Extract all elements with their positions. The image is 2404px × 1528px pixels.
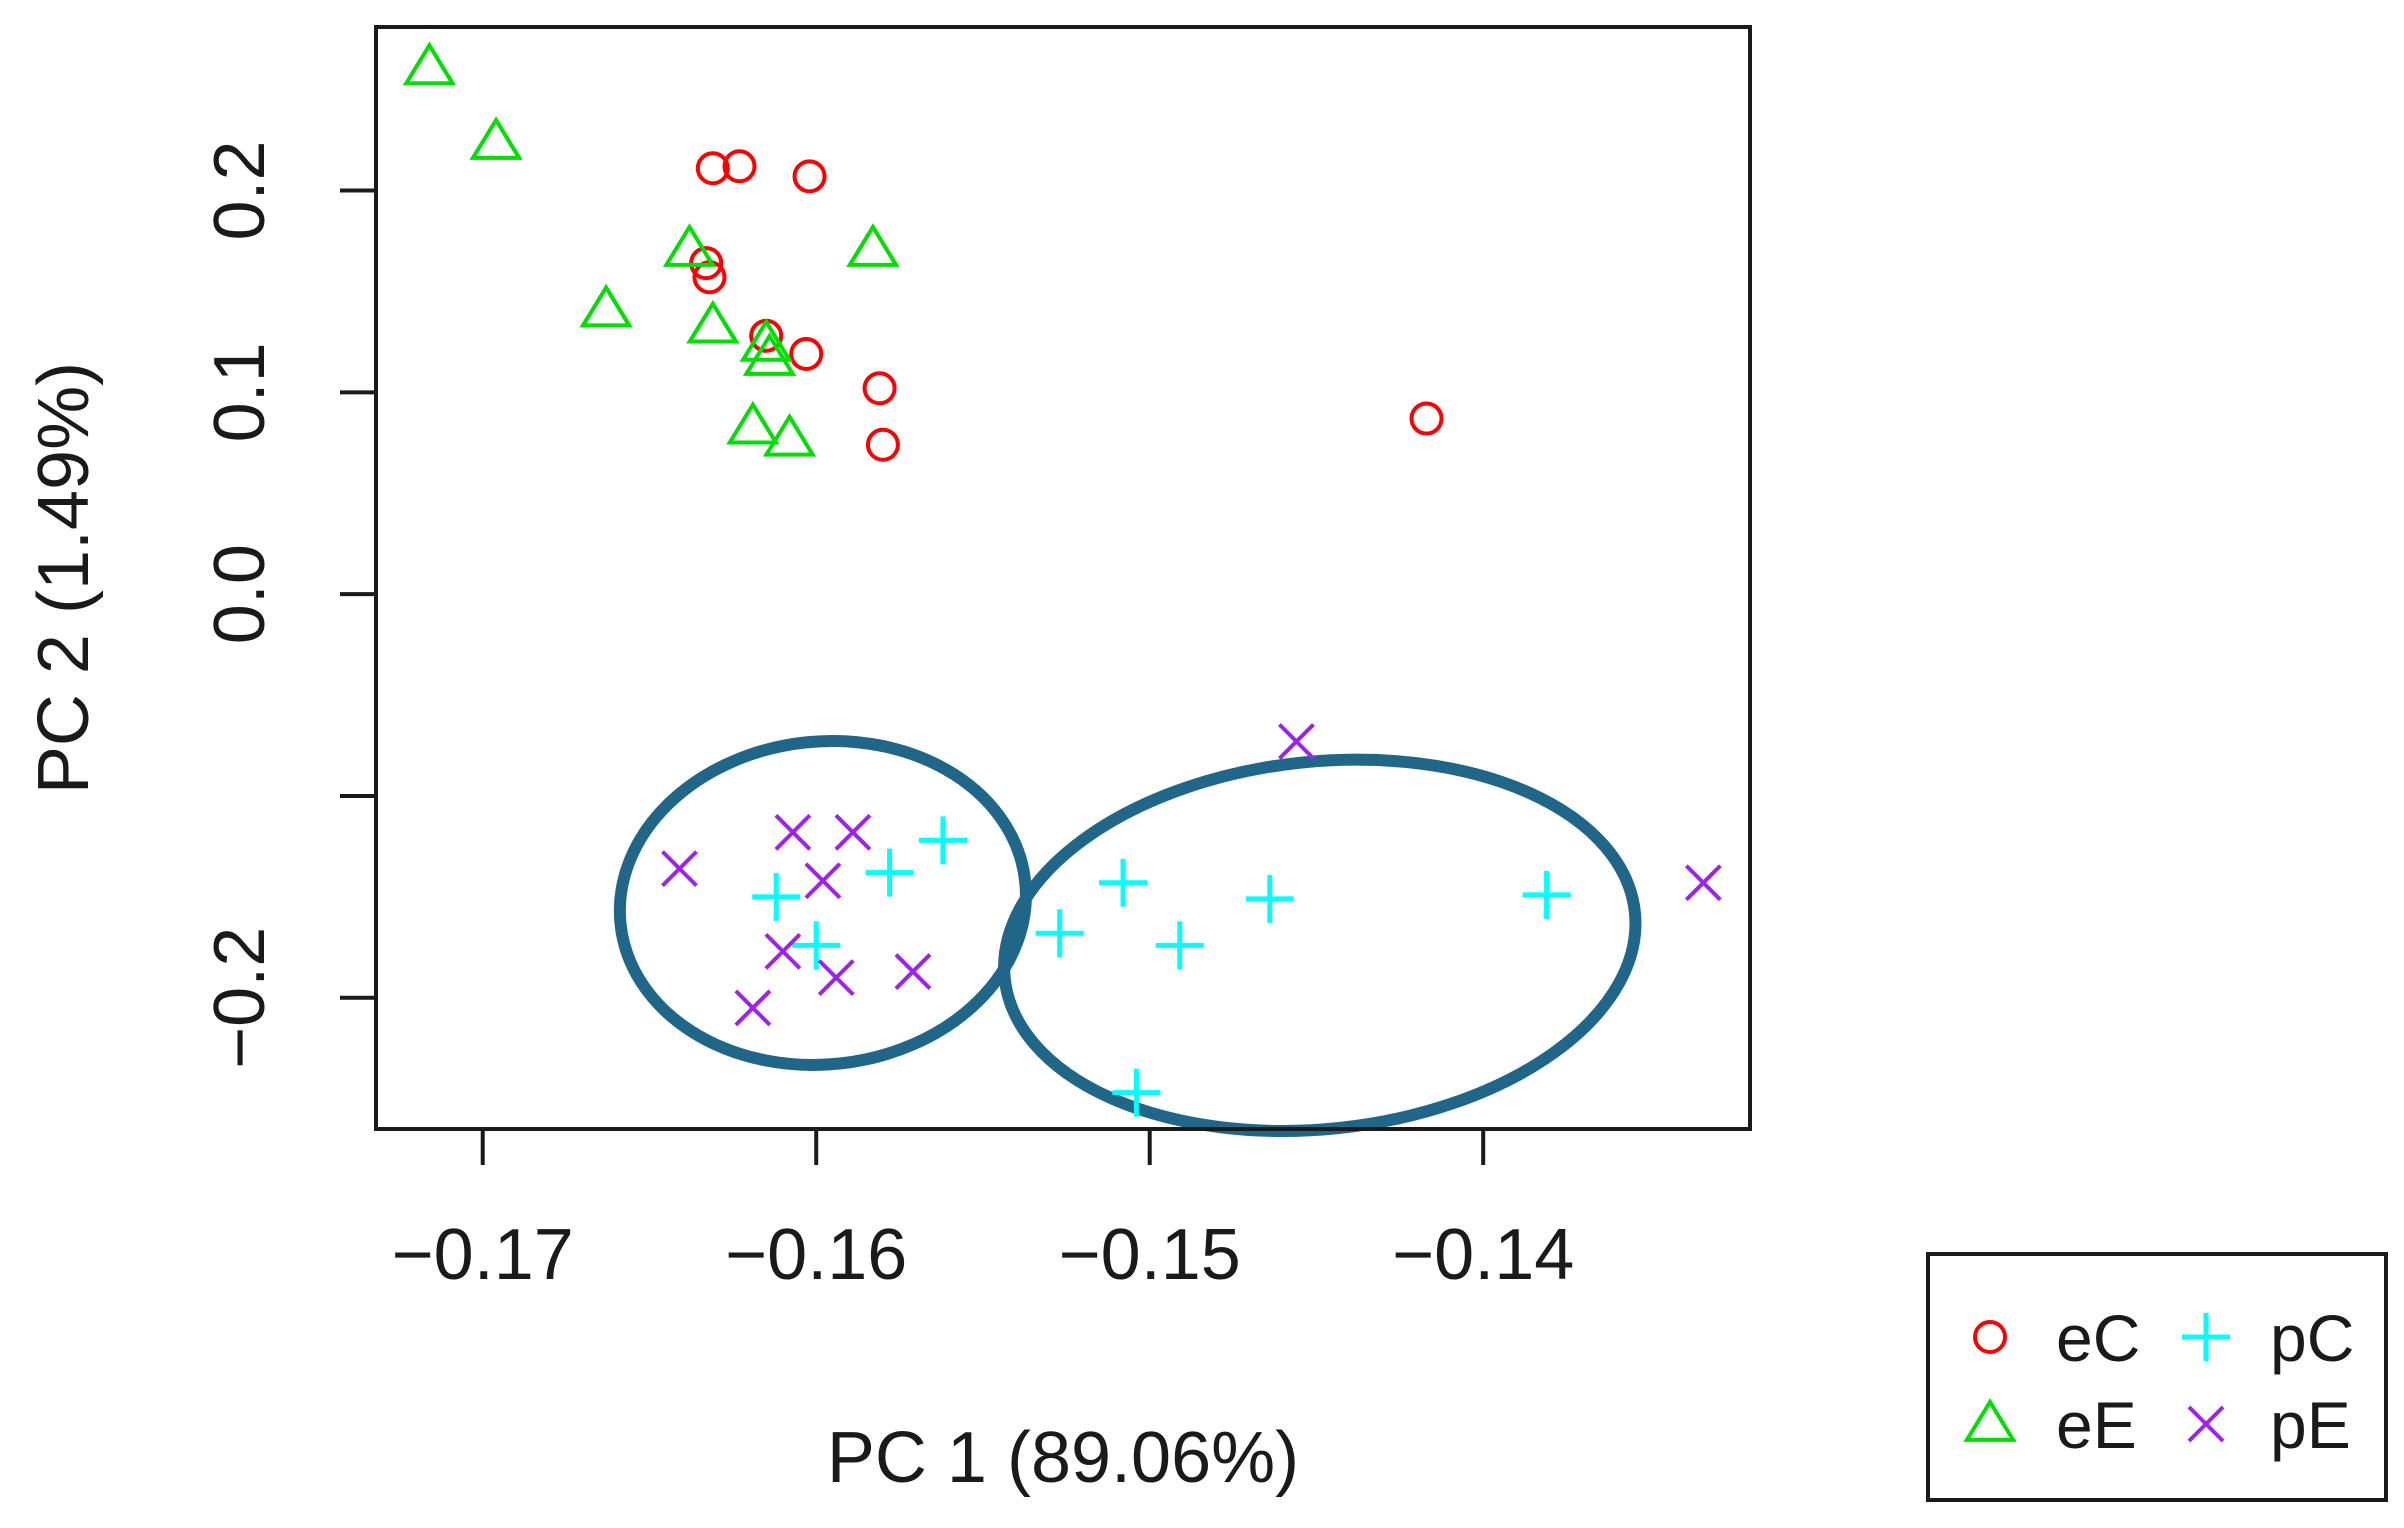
data-points (402, 41, 1722, 1117)
point-pE-1 (661, 850, 698, 888)
point-pE-4-b (804, 862, 842, 900)
point-eE-3 (579, 283, 633, 328)
legend-label-eE: eE (2056, 1388, 2137, 1462)
point-pC-4 (792, 921, 841, 970)
point-eE-6-shape (739, 318, 793, 362)
point-eC-10 (1409, 401, 1444, 436)
point-eE-2 (469, 116, 523, 160)
point-eE-6 (739, 318, 793, 362)
legend-marker-pE-b (2187, 1405, 2225, 1443)
point-pE-9 (1278, 723, 1315, 760)
point-eC-3 (792, 159, 827, 194)
x-tick-label-1: −0.17 (392, 1215, 574, 1295)
point-eC-9-shape (865, 427, 900, 462)
point-pC-3 (752, 872, 801, 921)
point-eE-8-shape (726, 400, 780, 445)
cluster-ellipse-2 (998, 753, 1642, 1137)
point-eE-7 (742, 332, 797, 376)
point-eE-5 (686, 299, 740, 344)
y-tick-label-3: 0.0 (200, 544, 280, 644)
point-eC-7-shape (789, 336, 824, 371)
point-pE-3 (834, 813, 872, 851)
point-eC-9 (865, 427, 900, 462)
x-ticks: −0.17 −0.16 −0.15 −0.14 (392, 1129, 1574, 1295)
y-axis-title: PC 2 (1.49%) (24, 362, 104, 794)
x-tick-label-4: −0.14 (1392, 1215, 1574, 1295)
point-eC-2 (722, 149, 757, 184)
y-ticks: 0.2 0.1 0.0 −0.2 (200, 140, 376, 1069)
point-eE-1-shape (402, 41, 457, 86)
point-eC-2-shape (722, 149, 757, 184)
point-pC-9 (1112, 1068, 1161, 1117)
point-eE-10-shape (846, 223, 900, 267)
point-eE-4 (662, 223, 717, 267)
point-eC-8-shape (862, 371, 897, 406)
point-pC-7 (1155, 921, 1204, 970)
legend-label-pC: pC (2270, 1301, 2354, 1375)
point-pE-7 (894, 953, 932, 990)
point-eE-9-shape (762, 412, 817, 457)
point-eC-10-shape (1409, 401, 1444, 436)
point-eE-5-shape (686, 299, 740, 344)
point-eE-10 (846, 223, 900, 267)
point-eE-7-shape (742, 332, 797, 376)
legend-marker-eC-shape (1973, 1320, 2007, 1354)
point-pE-1-b (661, 850, 698, 888)
y-tick-label-5: −0.2 (200, 927, 280, 1069)
point-pE-6-b (817, 959, 855, 997)
point-pC-8 (1245, 874, 1294, 923)
x-tick-label-3: −0.15 (1059, 1215, 1241, 1295)
point-eE-1 (402, 41, 457, 86)
point-eE-9 (762, 412, 817, 457)
legend-label-pE: pE (2270, 1388, 2351, 1462)
point-pE-10 (1684, 864, 1722, 902)
x-tick-label-2: −0.16 (725, 1215, 907, 1295)
point-pE-3-b (834, 813, 872, 851)
legend-marker-eC (1973, 1320, 2007, 1354)
legend-label-eC: eC (2056, 1301, 2140, 1375)
point-pC-10 (1522, 870, 1571, 919)
point-pE-8 (734, 989, 772, 1027)
point-pE-4 (804, 862, 842, 900)
point-eC-1 (695, 151, 730, 186)
point-pE-2-b (774, 813, 812, 851)
x-axis-title: PC 1 (89.06%) (827, 1418, 1299, 1498)
point-pE-9-b (1278, 723, 1315, 760)
point-eE-3-shape (579, 283, 633, 328)
legend-marker-pC (2182, 1313, 2230, 1361)
point-pC-1 (918, 816, 967, 865)
point-pE-5 (764, 932, 802, 970)
point-pE-8-b (734, 989, 772, 1027)
point-pC-6 (1099, 858, 1148, 907)
y-tick-label-1: 0.2 (200, 140, 280, 240)
point-pE-10-b (1684, 864, 1722, 902)
point-eE-4-shape (662, 223, 717, 267)
cluster-ellipse-1 (613, 734, 1032, 1071)
legend-marker-eE (1963, 1398, 2017, 1442)
point-pE-6 (817, 959, 855, 997)
point-eE-2-shape (469, 116, 523, 160)
point-eC-7 (789, 336, 824, 371)
point-pE-2 (774, 813, 812, 851)
legend-marker-eE-shape (1963, 1398, 2017, 1442)
legend: eC pC eE pE (1926, 1252, 2388, 1502)
point-eE-8 (726, 400, 780, 445)
point-pE-7-b (894, 953, 932, 990)
y-tick-label-2: 0.1 (200, 342, 280, 442)
point-eC-3-shape (792, 159, 827, 194)
point-pC-2 (865, 848, 914, 897)
legend-box (1926, 1252, 2388, 1502)
legend-marker-pE (2187, 1405, 2225, 1443)
point-pC-5 (1035, 909, 1084, 958)
plot-frame (374, 25, 1752, 1131)
point-eC-1-shape (695, 151, 730, 186)
point-pE-5-b (764, 932, 802, 970)
point-eC-8 (862, 371, 897, 406)
axes (374, 189, 1484, 1131)
